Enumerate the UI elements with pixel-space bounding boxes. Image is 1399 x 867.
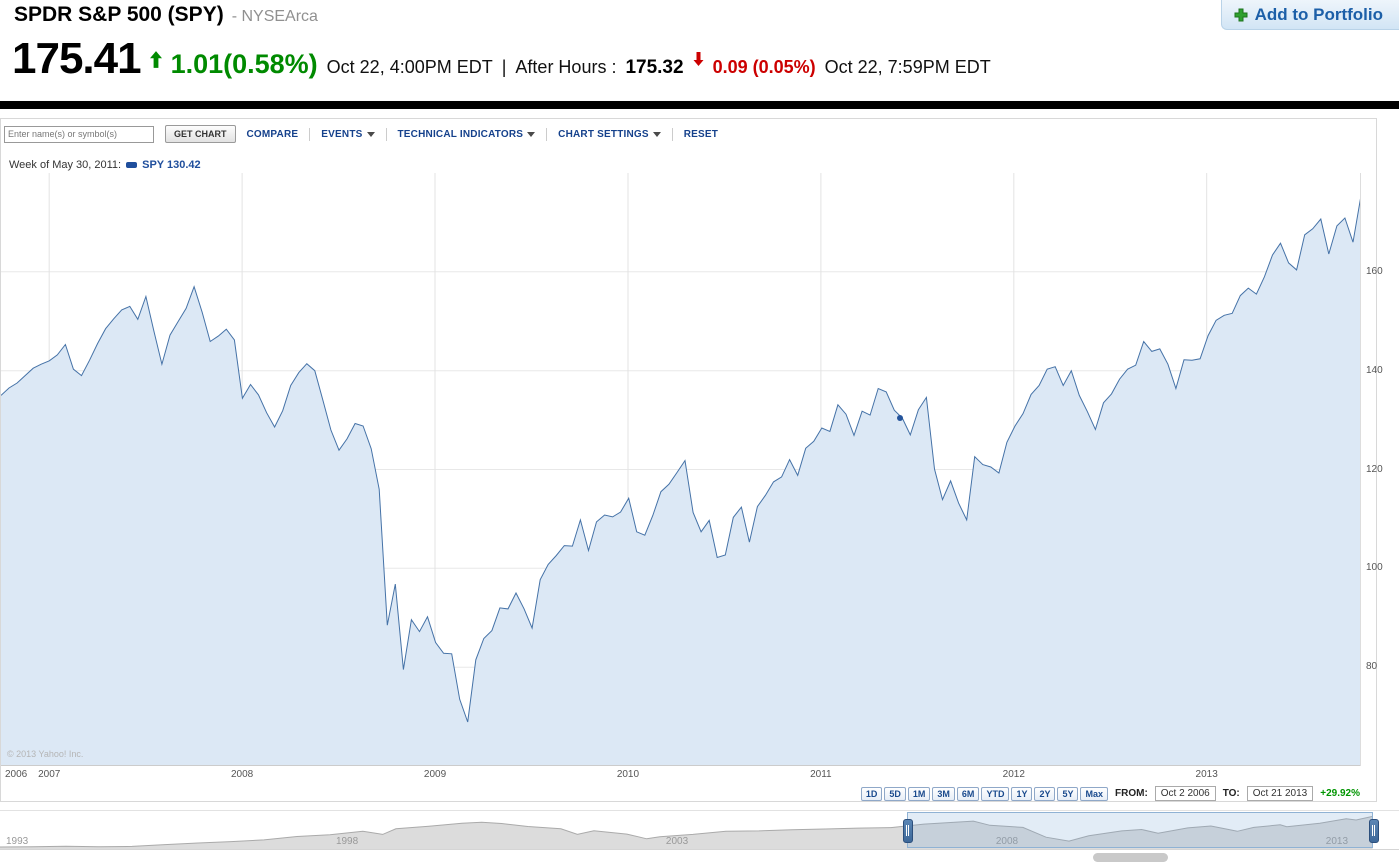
navigator-selection-window[interactable] xyxy=(907,812,1373,848)
toolbar-divider xyxy=(385,127,387,141)
range-controls: 1D 5D 1M 3M 6M YTD 1Y 2Y 5Y Max FROM: Oct 2 2006 … xyxy=(860,786,1360,801)
chevron-down-icon xyxy=(652,131,661,137)
toolbar-divider xyxy=(671,127,673,141)
period-performance: +29.92% xyxy=(1320,788,1360,799)
compare-label: COMPARE xyxy=(246,128,299,140)
legend-date-label: Week of May 30, 2011: xyxy=(9,159,122,171)
x-axis: 2006 2007 2008 2009 2010 2011 2012 2013 xyxy=(1,769,1361,783)
compare-link[interactable]: COMPARE xyxy=(247,129,299,140)
range-button-1m[interactable]: 1M xyxy=(907,786,931,801)
navigator-year-label: 1998 xyxy=(335,836,359,847)
range-button-3m[interactable]: 3M xyxy=(932,786,955,801)
page-title: SPDR S&P 500 (SPY) xyxy=(14,3,224,26)
y-axis-tick-label: 140 xyxy=(1366,364,1383,376)
y-axis-tick-label: 100 xyxy=(1366,562,1383,574)
horizontal-scrollbar-thumb[interactable] xyxy=(1093,853,1168,862)
to-date-input[interactable]: Oct 21 2013 xyxy=(1246,786,1314,801)
range-button-1y[interactable]: 1Y xyxy=(1011,786,1033,801)
x-axis-tick-label: 2011 xyxy=(810,769,832,780)
down-arrow-icon xyxy=(693,52,704,66)
reset-label: RESET xyxy=(683,128,719,140)
x-axis-tick-label: 2007 xyxy=(38,769,61,780)
x-axis-tick-label: 2009 xyxy=(423,769,447,780)
chart-settings-label: CHART SETTINGS xyxy=(558,128,649,140)
chevron-down-icon xyxy=(366,131,375,137)
after-hours-price: 175.32 xyxy=(625,57,684,78)
price-change: 1.01(0.58%) xyxy=(170,49,318,79)
chart-legend: Week of May 30, 2011: SPY 130.42 xyxy=(9,159,201,171)
legend-series-value: SPY 130.42 xyxy=(142,159,201,171)
after-hours-label: After Hours : xyxy=(515,57,617,77)
series-swatch-icon xyxy=(126,162,138,168)
exchange-label: - NYSEArca xyxy=(231,8,318,25)
y-axis-tick-label: 120 xyxy=(1366,463,1383,475)
navigator-year-label: 2003 xyxy=(665,836,689,847)
navigator-year-label: 2013 xyxy=(1325,836,1349,847)
x-axis-tick-label: 2012 xyxy=(1002,769,1025,780)
separator: | xyxy=(501,57,507,77)
range-button-5d[interactable]: 5D xyxy=(884,786,906,801)
x-axis-tick-label: 2013 xyxy=(1195,769,1218,780)
green-plus-icon xyxy=(1234,8,1248,21)
chart-toolbar: GET CHART COMPARE EVENTS TECHNICAL INDIC… xyxy=(1,119,1376,149)
range-buttons: 1D 5D 1M 3M 6M YTD 1Y 2Y 5Y Max xyxy=(860,786,1108,801)
navigator-year-label: 2008 xyxy=(995,836,1019,847)
from-date-input[interactable]: Oct 2 2006 xyxy=(1154,786,1216,801)
range-button-2y[interactable]: 2Y xyxy=(1034,786,1056,801)
navigator-year-label: 1993 xyxy=(6,836,29,847)
add-to-portfolio-button[interactable]: Add to Portfolio xyxy=(1220,0,1399,30)
after-hours-time: Oct 22, 7:59PM EDT xyxy=(824,57,991,77)
y-axis: 80 100 120 140 160 xyxy=(1361,173,1399,766)
symbol-input[interactable] xyxy=(4,125,154,143)
chart-widget: GET CHART COMPARE EVENTS TECHNICAL INDIC… xyxy=(0,118,1383,802)
chart-settings-menu[interactable]: CHART SETTINGS xyxy=(558,129,661,140)
technical-indicators-menu[interactable]: TECHNICAL INDICATORS xyxy=(398,129,536,140)
up-arrow-icon xyxy=(149,50,162,68)
range-navigator[interactable]: 1993 1998 2003 2008 2013 xyxy=(0,810,1399,850)
get-chart-button[interactable]: GET CHART xyxy=(165,125,236,143)
toolbar-divider xyxy=(546,127,548,141)
range-button-1d[interactable]: 1D xyxy=(860,786,883,801)
navigator-axis: 1993 1998 2003 2008 2013 xyxy=(0,836,1399,850)
y-axis-tick-label: 160 xyxy=(1366,265,1383,277)
navigator-left-handle[interactable] xyxy=(903,819,914,843)
from-label: FROM: xyxy=(1115,788,1148,799)
navigator-mini-chart[interactable] xyxy=(0,813,1399,849)
price-area-chart[interactable] xyxy=(1,173,1361,766)
last-price: 175.41 xyxy=(12,34,142,83)
events-menu[interactable]: EVENTS xyxy=(321,128,375,140)
header-divider-bar xyxy=(0,101,1399,109)
technical-indicators-label: TECHNICAL INDICATORS xyxy=(397,128,524,140)
y-axis-tick-label: 80 xyxy=(1366,661,1378,673)
range-button-6m[interactable]: 6M xyxy=(956,786,980,801)
reset-link[interactable]: RESET xyxy=(684,129,718,140)
chevron-down-icon xyxy=(527,131,536,137)
header: SPDR S&P 500 (SPY) - NYSEArca xyxy=(14,3,318,27)
after-hours-change: 0.09 (0.05%) xyxy=(712,57,816,77)
events-label: EVENTS xyxy=(321,128,363,140)
quote-time: Oct 22, 4:00PM EDT xyxy=(326,57,493,77)
x-axis-tick-label: 2008 xyxy=(231,769,254,780)
copyright-watermark: © 2013 Yahoo! Inc. xyxy=(7,749,84,759)
quote-summary: 175.41 1.01(0.58%) Oct 22, 4:00PM EDT | … xyxy=(12,34,991,83)
range-button-max[interactable]: Max xyxy=(1080,786,1108,801)
range-button-5y[interactable]: 5Y xyxy=(1057,786,1079,801)
add-to-portfolio-label: Add to Portfolio xyxy=(1254,4,1383,24)
x-axis-tick-label: 2006 xyxy=(5,769,28,780)
x-axis-tick-label: 2010 xyxy=(616,769,640,780)
toolbar-divider xyxy=(309,127,311,141)
navigator-right-handle[interactable] xyxy=(1368,819,1379,843)
range-button-ytd[interactable]: YTD xyxy=(981,786,1010,801)
to-label: TO: xyxy=(1222,788,1240,799)
